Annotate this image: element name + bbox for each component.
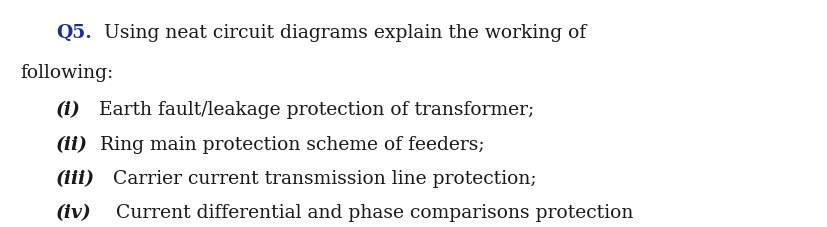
Text: (ii): (ii) — [56, 135, 88, 153]
Text: Carrier current transmission line protection;: Carrier current transmission line protec… — [95, 169, 537, 187]
Text: Earth fault/leakage protection of transformer;: Earth fault/leakage protection of transf… — [81, 101, 533, 119]
Text: Current differential and phase comparisons protection: Current differential and phase compariso… — [92, 203, 633, 221]
Text: Ring main protection scheme of feeders;: Ring main protection scheme of feeders; — [88, 135, 485, 153]
Text: Using neat circuit diagrams explain the working of: Using neat circuit diagrams explain the … — [92, 24, 586, 42]
Text: Q5.: Q5. — [56, 24, 92, 42]
Text: (iv): (iv) — [56, 203, 92, 221]
Text: (i): (i) — [56, 101, 81, 119]
Text: (iii): (iii) — [56, 169, 95, 187]
Text: following:: following: — [20, 64, 113, 81]
